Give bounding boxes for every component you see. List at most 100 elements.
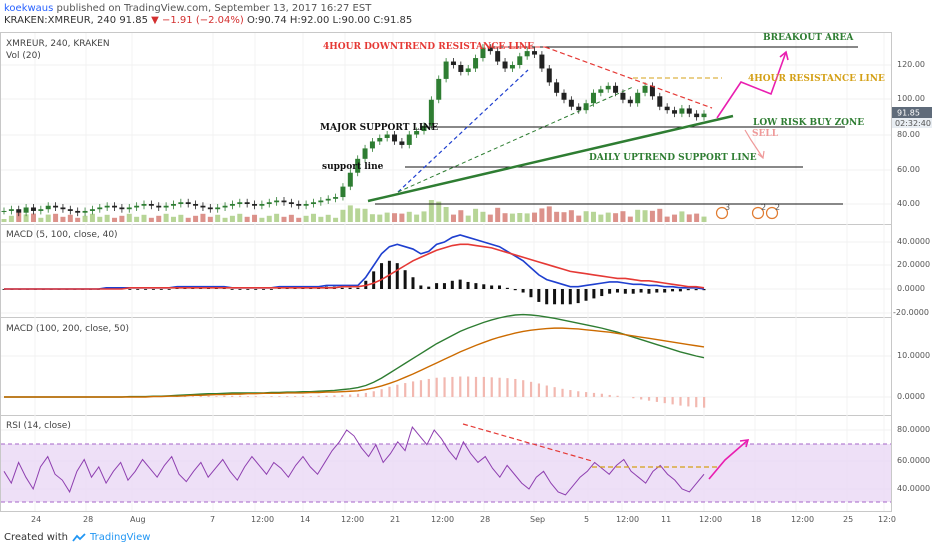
- macd-slow-hist-bar: [663, 397, 666, 404]
- volume-bar: [340, 209, 346, 222]
- macd-slow-hist-bar: [286, 396, 289, 397]
- grid-lines: [1, 33, 891, 511]
- sell-arrow[interactable]: [744, 129, 764, 159]
- breakout-area-label: BREAKOUT AREA: [763, 33, 854, 43]
- macd-fast-hist-bar: [663, 289, 667, 293]
- macd-slow-hist-bar: [309, 396, 312, 397]
- candle-body: [443, 61, 449, 79]
- volume-bar: [53, 213, 59, 222]
- symbol-name: KRAKEN:XMREUR, 240: [4, 15, 117, 26]
- macd-slow-hist-bar: [294, 396, 297, 397]
- downtrend-resistance-line[interactable]: [544, 46, 713, 109]
- volume-bar: [156, 215, 162, 222]
- candle-body: [303, 204, 309, 206]
- candle-body: [141, 204, 147, 206]
- macd-fast-hist-bar: [450, 280, 454, 289]
- macd-slow-hist-bar: [490, 377, 493, 397]
- volume-bar: [148, 217, 154, 222]
- macd-slow-plot: [4, 313, 706, 408]
- volume-bar: [495, 207, 501, 222]
- macd-fast-hist-bar: [458, 279, 462, 289]
- time-axis[interactable]: 24 28 Aug 7 12:00 14 12:00 21 12:00 28 S…: [31, 515, 896, 524]
- volume-bar: [112, 217, 118, 222]
- macd-slow-hist-bar: [647, 397, 651, 401]
- volume-bar: [487, 214, 493, 222]
- macd-fast-axis[interactable]: 40.0000 20.0000 0.0000 -20.0000: [893, 237, 930, 317]
- macd-slow-hist-bar: [569, 390, 572, 397]
- candle-body: [532, 51, 538, 55]
- volume-bar: [207, 216, 213, 222]
- volume-bar: [222, 217, 228, 222]
- volume-bar: [82, 215, 88, 222]
- macd-slow-hist-bar: [553, 387, 556, 397]
- candle-body: [229, 204, 235, 206]
- event-badges[interactable]: 3 2 2: [715, 203, 781, 220]
- macd-slow-axis[interactable]: 10.0000 0.0000: [897, 351, 930, 401]
- macd-fast-hist-bar: [466, 281, 470, 289]
- time-tick: 12:00: [616, 515, 639, 524]
- macd-fast-hist-bar: [372, 271, 376, 289]
- projection-up-arrow[interactable]: [716, 51, 787, 119]
- blue-dashed-trend[interactable]: [397, 69, 529, 193]
- candle-body: [16, 209, 22, 213]
- macd-slow-hist-bar: [522, 380, 525, 397]
- volume-bar: [517, 213, 523, 222]
- rsi-downtrend-line[interactable]: [462, 423, 593, 462]
- volume-bar: [392, 213, 398, 222]
- daily-uptrend-line[interactable]: [367, 114, 734, 203]
- tradingview-logo-icon: [72, 533, 86, 542]
- macd-fast-hist-bar: [694, 289, 698, 291]
- price-axis[interactable]: 120.00 100.00 80.00 60.00 40.00 91.85 02…: [892, 60, 932, 208]
- macd-slow-hist-bar: [474, 376, 478, 397]
- time-tick: 28: [480, 515, 490, 524]
- rsi-tick: 80.0000: [897, 425, 930, 434]
- volume-bar: [377, 214, 383, 222]
- rsi-up-arrow[interactable]: [708, 439, 749, 480]
- event-badge[interactable]: 2: [765, 203, 781, 220]
- candle-body: [310, 202, 316, 204]
- green-dashed-trend[interactable]: [397, 86, 634, 193]
- macd-slow-hist-bar: [655, 397, 659, 402]
- volume-bar: [347, 205, 353, 222]
- macd-fast-hist-bar: [584, 289, 588, 301]
- macd-fast-hist-bar: [553, 289, 557, 305]
- macd-slow-hist-bar: [199, 395, 202, 397]
- macd-fast-hist-bar: [128, 289, 132, 290]
- macd-slow-hist-bar: [545, 385, 548, 397]
- candle-body: [178, 202, 184, 204]
- annotations[interactable]: 4HOUR DOWNTREND RESISTANCE LINE BREAKOUT…: [320, 33, 885, 172]
- volume-bar: [649, 210, 655, 222]
- candle-body: [657, 96, 663, 107]
- drawn-lines[interactable]: [367, 46, 858, 480]
- macd-fast-tick: 0.0000: [897, 284, 925, 293]
- macd-fast-hist-bar: [639, 289, 643, 293]
- time-tick: 11: [661, 515, 671, 524]
- volume-bar: [532, 212, 538, 222]
- macd-slow-hist-bar: [435, 377, 438, 397]
- price-change: ▼ −1.91 (−2.04%): [151, 15, 244, 26]
- support-line-label: support line: [322, 162, 384, 172]
- rsi-tick: 60.0000: [897, 456, 930, 465]
- macd-fast-signal-line: [4, 243, 705, 290]
- volume-bar: [215, 214, 221, 222]
- time-tick: 12:00: [791, 515, 814, 524]
- macd-slow-hist-bar: [215, 396, 218, 397]
- footer: Created with TradingView: [4, 532, 150, 543]
- price-tick: 40.00: [897, 199, 920, 208]
- volume-bar: [229, 215, 235, 222]
- tradingview-link[interactable]: TradingView: [89, 532, 151, 543]
- candle-body: [112, 205, 118, 208]
- volume-bar: [613, 213, 619, 222]
- macd-slow-signal-line: [4, 327, 705, 398]
- event-badge[interactable]: 2: [751, 203, 767, 220]
- event-badge[interactable]: 3: [715, 203, 731, 220]
- time-tick: Sep: [530, 515, 545, 524]
- author-link[interactable]: koekwaus: [4, 3, 54, 14]
- candle-body: [97, 207, 103, 210]
- candle-body: [473, 58, 479, 69]
- time-tick: 24: [31, 515, 41, 524]
- candle-body: [377, 137, 383, 142]
- rsi-axis[interactable]: 80.0000 60.0000 40.0000: [897, 425, 930, 493]
- candle-body: [340, 186, 346, 198]
